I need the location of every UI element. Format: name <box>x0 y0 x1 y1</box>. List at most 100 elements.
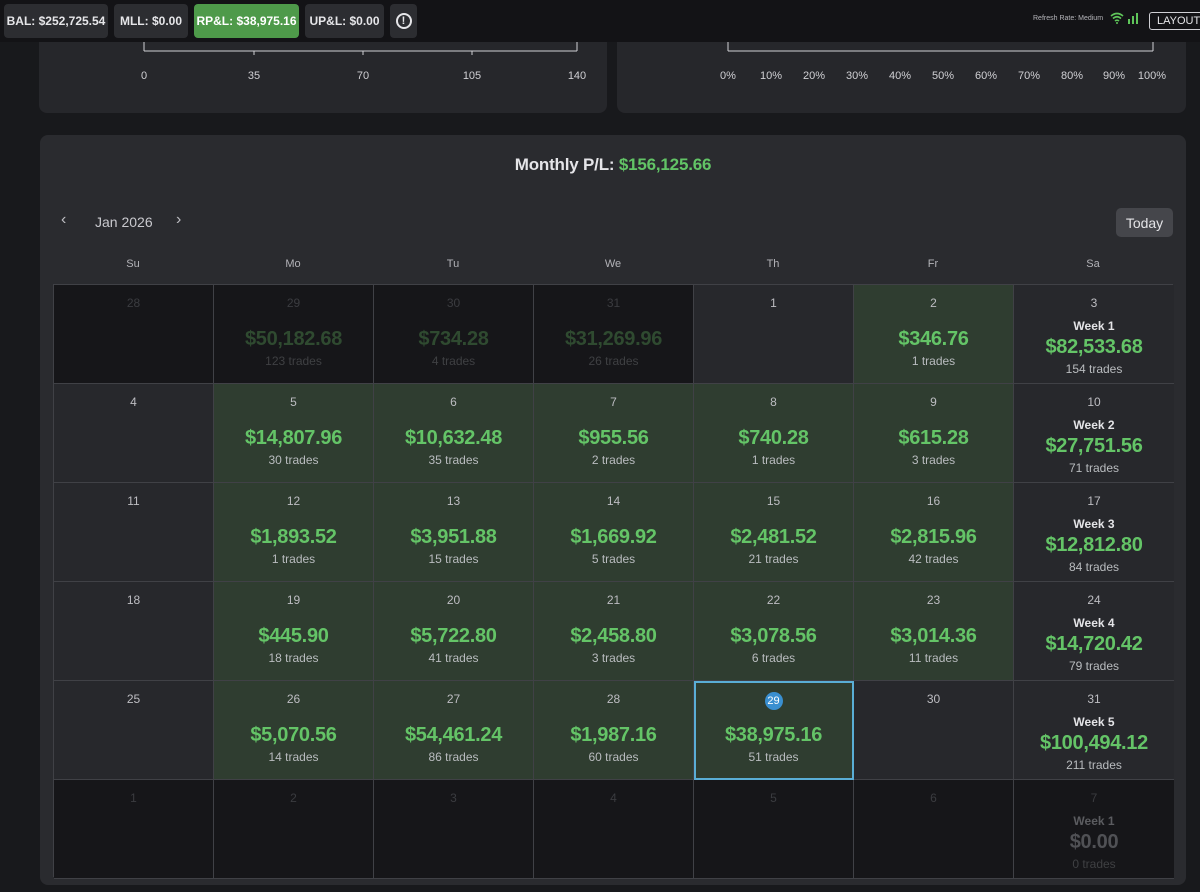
week-pnl: $0.00 <box>1069 831 1119 853</box>
day-pnl: $5,070.56 <box>250 724 337 746</box>
day-cell[interactable]: 2 <box>214 780 374 879</box>
day-cell[interactable]: 28 $1,987.16 60 trades <box>534 681 694 780</box>
day-cell[interactable]: 21 $2,458.80 3 trades <box>534 582 694 681</box>
day-cell[interactable]: 14 $1,669.92 5 trades <box>534 483 694 582</box>
day-number: 5 <box>290 395 297 409</box>
day-cell[interactable]: 29 $38,975.16 51 trades <box>694 681 854 780</box>
rpl-chip[interactable]: RP&L: $38,975.16 <box>194 4 299 38</box>
day-cell[interactable]: 3 <box>374 780 534 879</box>
percent-tick: 70% <box>1018 70 1040 82</box>
day-cell[interactable]: 2 $346.76 1 trades <box>854 285 1014 384</box>
day-cell[interactable]: 4 <box>54 384 214 483</box>
day-cell[interactable]: 20 $5,722.80 41 trades <box>374 582 534 681</box>
week-pnl: $14,720.42 <box>1045 633 1143 655</box>
day-cell[interactable]: 13 $3,951.88 15 trades <box>374 483 534 582</box>
week-label: Week 3 <box>1073 517 1115 531</box>
day-cell[interactable]: 28 <box>54 285 214 384</box>
day-trades: 35 trades <box>428 453 479 467</box>
week-summary-cell[interactable]: 7 Week 1 $0.00 0 trades <box>1014 780 1174 879</box>
day-cell[interactable]: 29 $50,182.68 123 trades <box>214 285 374 384</box>
day-number: 6 <box>450 395 457 409</box>
mll-chip[interactable]: MLL: $0.00 <box>114 4 188 38</box>
day-trades: 4 trades <box>431 354 476 368</box>
day-number: 6 <box>930 791 937 805</box>
percent-tick: 60% <box>975 70 997 82</box>
percent-tick: 40% <box>889 70 911 82</box>
week-summary-cell[interactable]: 10 Week 2 $27,751.56 71 trades <box>1014 384 1174 483</box>
chevron-right-icon[interactable]: › <box>176 211 182 228</box>
day-cell[interactable]: 8 $740.28 1 trades <box>694 384 854 483</box>
day-number: 1 <box>770 296 777 310</box>
day-number: 10 <box>1087 395 1101 409</box>
day-cell[interactable]: 27 $54,461.24 86 trades <box>374 681 534 780</box>
percent-tick: 80% <box>1061 70 1083 82</box>
account-toolbar: BAL: $252,725.54 MLL: $0.00 RP&L: $38,97… <box>0 0 1200 42</box>
day-cell[interactable]: 22 $3,078.56 6 trades <box>694 582 854 681</box>
week-trades: 154 trades <box>1065 362 1123 376</box>
day-trades: 18 trades <box>268 651 319 665</box>
day-cell[interactable]: 16 $2,815.96 42 trades <box>854 483 1014 582</box>
day-cell[interactable]: 25 <box>54 681 214 780</box>
week-pnl: $100,494.12 <box>1040 732 1148 754</box>
day-number: 1 <box>130 791 137 805</box>
upl-chip[interactable]: UP&L: $0.00 <box>305 4 384 38</box>
percent-tick: 30% <box>846 70 868 82</box>
day-cell[interactable]: 9 $615.28 3 trades <box>854 384 1014 483</box>
day-trades: 60 trades <box>588 750 639 764</box>
day-cell[interactable]: 1 <box>694 285 854 384</box>
day-number: 17 <box>1087 494 1101 508</box>
day-cell[interactable]: 19 $445.90 18 trades <box>214 582 374 681</box>
day-cell[interactable]: 4 <box>534 780 694 879</box>
day-trades: 1 trades <box>271 552 316 566</box>
week-summary-cell[interactable]: 24 Week 4 $14,720.42 79 trades <box>1014 582 1174 681</box>
week-summary-cell[interactable]: 31 Week 5 $100,494.12 211 trades <box>1014 681 1174 780</box>
day-cell[interactable]: 1 <box>54 780 214 879</box>
day-cell[interactable]: 7 $955.56 2 trades <box>534 384 694 483</box>
day-number: 25 <box>126 692 141 706</box>
day-cell[interactable]: 26 $5,070.56 14 trades <box>214 681 374 780</box>
week-pnl: $12,812.80 <box>1045 534 1143 556</box>
day-cell[interactable]: 12 $1,893.52 1 trades <box>214 483 374 582</box>
day-trades: 26 trades <box>588 354 639 368</box>
day-number: 28 <box>606 692 621 706</box>
mll-text: MLL: $0.00 <box>119 14 182 28</box>
day-number: 3 <box>450 791 457 805</box>
day-cell[interactable]: 5 <box>694 780 854 879</box>
day-cell[interactable]: 6 <box>854 780 1014 879</box>
day-trades: 6 trades <box>751 651 796 665</box>
day-cell[interactable]: 31 $31,269.96 26 trades <box>534 285 694 384</box>
day-number: 20 <box>446 593 461 607</box>
day-trades: 15 trades <box>428 552 479 566</box>
day-trades: 3 trades <box>911 453 956 467</box>
chevron-left-icon[interactable]: ‹ <box>61 211 67 228</box>
day-cell[interactable]: 6 $10,632.48 35 trades <box>374 384 534 483</box>
day-number: 2 <box>930 296 937 310</box>
week-trades: 0 trades <box>1072 857 1116 871</box>
day-cell[interactable]: 18 <box>54 582 214 681</box>
balance-chip[interactable]: BAL: $252,725.54 <box>4 4 108 38</box>
day-cell[interactable]: 11 <box>54 483 214 582</box>
day-cell[interactable]: 23 $3,014.36 11 trades <box>854 582 1014 681</box>
day-number: 28 <box>126 296 141 310</box>
weekday-header: Su <box>126 258 140 270</box>
balance-text: BAL: $252,725.54 <box>6 14 106 28</box>
day-pnl: $3,951.88 <box>410 526 497 548</box>
day-pnl: $1,893.52 <box>250 526 337 548</box>
day-trades: 1 trades <box>911 354 956 368</box>
day-number: 2 <box>290 791 297 805</box>
day-trades: 3 trades <box>591 651 636 665</box>
day-cell[interactable]: 30 $734.28 4 trades <box>374 285 534 384</box>
signal-bars-icon <box>1128 13 1138 24</box>
day-cell[interactable]: 5 $14,807.96 30 trades <box>214 384 374 483</box>
day-number: 13 <box>446 494 461 508</box>
day-number: 8 <box>770 395 777 409</box>
count-tick: 35 <box>248 70 260 82</box>
alert-button[interactable]: ! <box>390 4 417 38</box>
week-summary-cell[interactable]: 17 Week 3 $12,812.80 84 trades <box>1014 483 1174 582</box>
day-cell[interactable]: 30 <box>854 681 1014 780</box>
day-trades: 51 trades <box>748 750 799 764</box>
layout-button[interactable]: LAYOUT <box>1149 12 1200 30</box>
week-summary-cell[interactable]: 3 Week 1 $82,533.68 154 trades <box>1014 285 1174 384</box>
day-cell[interactable]: 15 $2,481.52 21 trades <box>694 483 854 582</box>
today-button[interactable]: Today <box>1116 208 1173 237</box>
